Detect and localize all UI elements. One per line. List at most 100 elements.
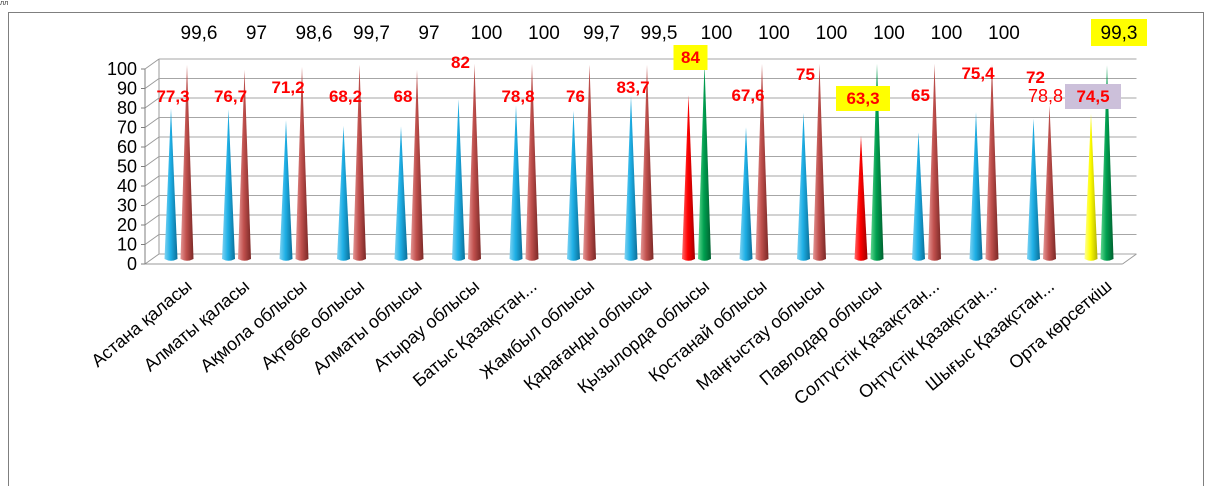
gridline-depth — [144, 195, 160, 206]
series2-value-label: 99,6 — [181, 23, 218, 44]
series2-value-label: 98,6 — [296, 23, 333, 44]
cone-s1-3 — [279, 120, 293, 261]
gridline-depth — [144, 78, 160, 89]
series1-value-label: 75 — [796, 65, 815, 84]
corner-mark: лл — [0, 0, 9, 7]
series2-value-label: 100 — [471, 23, 503, 44]
series2-value-label: 100 — [873, 23, 905, 44]
gridline-depth — [144, 214, 160, 226]
series2-value-label: 100 — [816, 23, 848, 44]
cone-s1-10 — [682, 95, 695, 261]
y-tick-label: 90 — [117, 79, 137, 99]
cone-s1-14 — [912, 132, 925, 261]
series2-value-label: 100 — [528, 23, 560, 44]
label-highlight — [836, 86, 890, 111]
cone-s1-13 — [854, 135, 868, 261]
floor-side-edge — [1122, 253, 1137, 265]
cone-s1-8 — [567, 110, 580, 261]
y-tick-label: 30 — [117, 196, 137, 216]
cone-s2-13 — [870, 64, 884, 261]
label-highlight — [673, 45, 708, 70]
cone-s1-16 — [1027, 118, 1040, 261]
series1-value-label: 65 — [911, 86, 930, 105]
cone-s1-9 — [624, 95, 638, 261]
cone-s2-14 — [928, 64, 941, 261]
y-tick-label: 0 — [127, 254, 137, 274]
y-tick-label: 20 — [117, 215, 137, 235]
series2-value-label: 100 — [931, 23, 963, 44]
x-category-label: Астана қаласы — [87, 276, 195, 371]
cone-s2-16 — [1043, 105, 1056, 261]
y-tick-label: 10 — [117, 235, 137, 255]
cone-s2-6 — [468, 64, 481, 261]
cone-s1-15 — [969, 111, 983, 261]
series1-value-label: 84 — [681, 48, 700, 67]
chart-frame — [8, 12, 1204, 486]
gridline-depth — [144, 175, 160, 187]
y-tick-label: 50 — [117, 157, 137, 177]
x-category-label: Ақмола облысы — [196, 276, 310, 376]
cone-s1-17 — [1084, 113, 1098, 261]
y-tick-label: 100 — [107, 59, 137, 79]
y-tick-label: 60 — [117, 137, 137, 157]
series2-value-label: 99,3 — [1101, 23, 1138, 44]
cone-s1-2 — [222, 109, 235, 261]
cone-s2-12 — [813, 64, 826, 261]
series1-value-label: 76 — [566, 87, 585, 106]
series1-value-label: 71,2 — [271, 78, 304, 97]
cone-s1-11 — [739, 127, 753, 261]
y-tick-label: 70 — [117, 118, 137, 138]
gridline-depth — [144, 136, 160, 148]
cone-layer — [164, 64, 1114, 261]
series2-value-label: 99,5 — [641, 23, 678, 44]
series2-value-label: 78,8 — [1028, 86, 1063, 106]
cone-s2-1 — [180, 64, 194, 261]
cone-s1-4 — [337, 126, 350, 261]
gridline-depth — [144, 156, 160, 167]
cone-s2-3 — [295, 66, 309, 261]
series2-value-label: 97 — [246, 23, 267, 44]
series2-value-label: 99,7 — [583, 23, 620, 44]
cone-s1-7 — [509, 105, 523, 261]
gridline-depth — [144, 97, 160, 109]
cone-s2-7 — [525, 64, 539, 261]
cone-s2-15 — [985, 64, 999, 261]
series1-value-label: 72 — [1026, 68, 1045, 87]
series1-value-label: 83,7 — [616, 78, 649, 97]
gridline-depth — [144, 117, 160, 128]
cone-s2-2 — [238, 69, 251, 261]
series2-value-label: 97 — [418, 23, 439, 44]
gridline-depth — [144, 234, 160, 245]
cone-s1-5 — [394, 126, 408, 261]
cone-s2-11 — [755, 64, 769, 261]
cone-s2-8 — [583, 64, 596, 261]
label-highlight — [1065, 84, 1121, 109]
series1-value-label: 82 — [451, 53, 470, 72]
cone-s1-12 — [797, 112, 810, 261]
label-highlight — [1091, 19, 1147, 46]
series1-value-label: 78,8 — [501, 87, 534, 106]
x-category-label: Орта көрсеткіш — [1005, 276, 1116, 373]
series1-value-label: 75,4 — [961, 64, 995, 83]
series1-value-label: 68 — [394, 87, 413, 106]
cone-s2-17 — [1100, 65, 1114, 261]
series2-value-label: 99,7 — [353, 23, 390, 44]
series2-value-label: 100 — [758, 23, 790, 44]
series1-value-label: 63,3 — [846, 89, 879, 108]
series2-value-label: 100 — [701, 23, 733, 44]
series1-value-label: 67,6 — [731, 86, 764, 105]
cone-s1-1 — [164, 108, 178, 261]
gridline-depth — [144, 58, 160, 70]
cone-s2-10 — [698, 64, 711, 261]
series2-value-label: 100 — [988, 23, 1020, 44]
cone-s2-4 — [353, 64, 366, 261]
series1-value-label: 68,2 — [329, 87, 362, 106]
series1-value-label: 74,5 — [1076, 87, 1109, 106]
label-layer: 77,3 76,7 71,2 68,2 68 82 78,8 76 83,7 84 67,6 75 63… — [156, 19, 1147, 111]
y-tick-label: 40 — [117, 176, 137, 196]
cone-s2-9 — [640, 64, 654, 261]
series1-value-label: 76,7 — [214, 87, 247, 106]
